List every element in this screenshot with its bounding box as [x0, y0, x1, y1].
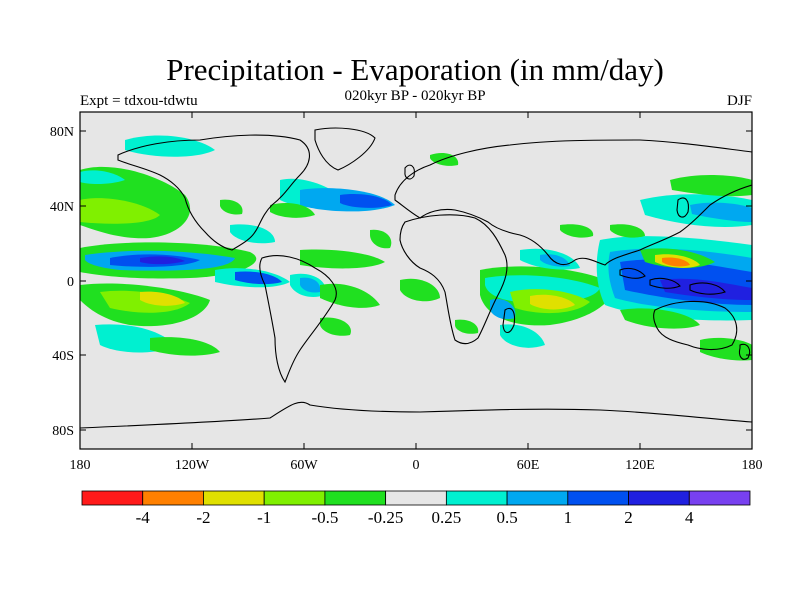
field-patch: [662, 257, 690, 267]
field-patch: [690, 202, 752, 222]
colorbar-swatch: [203, 490, 265, 506]
colorbar-label: -4: [136, 508, 151, 527]
colorbar-label: 0.5: [496, 508, 517, 527]
coastline-africa: [399, 214, 508, 345]
field-patch: [530, 294, 575, 310]
field-patch: [320, 317, 351, 336]
colorbar-swatch: [324, 490, 387, 506]
field-patch: [270, 203, 315, 218]
field-patch: [700, 337, 752, 361]
field-patch: [320, 283, 380, 308]
colorbar-label: -0.25: [368, 508, 403, 527]
field-patch: [660, 278, 752, 300]
lat-tick-label: 40S: [52, 349, 74, 364]
lon-tick-label: 180: [70, 458, 91, 473]
field-patch: [140, 256, 185, 265]
coastline-japan: [676, 197, 689, 218]
lat-tick-label: 0: [67, 275, 74, 290]
colorbar-label: 4: [685, 508, 694, 527]
field-patch: [670, 175, 752, 197]
colorbar-swatch: [385, 490, 447, 506]
lat-tick-label: 40N: [50, 200, 74, 215]
colorbar-label: -0.5: [311, 508, 338, 527]
field-patch: [540, 254, 570, 267]
colorbar-swatch: [263, 490, 326, 506]
colorbar-swatch: [445, 490, 508, 506]
colorbar-label: -1: [257, 508, 271, 527]
colorbar-swatch: [688, 490, 751, 506]
field-patch: [220, 199, 243, 215]
coastline-eurasia: [394, 139, 752, 266]
map-title: Precipitation - Evaporation (in mm/day): [166, 52, 664, 87]
coastlines: [80, 127, 752, 429]
field-layer: [80, 135, 752, 361]
field-patch: [620, 308, 700, 329]
field-patch: [235, 271, 282, 285]
colorbar-swatch: [81, 490, 144, 506]
field-patch: [610, 224, 645, 238]
lon-tick-label: 60W: [290, 458, 318, 473]
colorbar-label: 2: [624, 508, 633, 527]
coastline-south-america: [259, 255, 337, 384]
coastline-north-america: [117, 134, 310, 251]
field-patch: [150, 337, 220, 356]
lon-tick-label: 60E: [517, 458, 540, 473]
lat-tick-label: 80S: [52, 424, 74, 439]
field-patch: [80, 198, 160, 224]
field-patch: [230, 224, 275, 244]
coastline-greenland: [314, 127, 376, 171]
colorbar: -4 -2 -1 -0.5 -0.25 0.25 0.5 1 2 4: [81, 490, 751, 527]
field-patch: [455, 319, 479, 334]
colorbar-swatch: [628, 490, 690, 506]
coastline-islands: [689, 282, 726, 295]
field-patch: [80, 170, 125, 185]
field-patch: [370, 229, 392, 249]
experiment-label: Expt = tdxou-tdwtu: [80, 93, 198, 109]
colorbar-swatch: [142, 490, 204, 506]
latitude-axis: 80N 40N 0 40S 80S: [50, 125, 752, 439]
colorbar-swatch: [506, 490, 569, 506]
field-patch: [400, 278, 440, 302]
field-patch: [300, 277, 321, 293]
colorbar-label: 0.25: [431, 508, 461, 527]
lon-tick-label: 120W: [175, 458, 210, 473]
lon-tick-label: 120E: [625, 458, 655, 473]
coastline-antarctica: [80, 401, 752, 429]
colorbar-label: 1: [564, 508, 573, 527]
longitude-axis: 180 120W 60W 0 60E 120E 180: [70, 112, 763, 473]
map-subtitle: 020kyr BP - 020kyr BP: [344, 88, 486, 104]
coastline-islands: [619, 267, 646, 279]
lat-tick-label: 80N: [50, 125, 74, 140]
coastline-islands: [649, 277, 681, 289]
coastline-british-isles: [404, 164, 415, 180]
coastline-new-zealand: [738, 343, 751, 360]
field-patch: [140, 291, 185, 306]
colorbar-label: -2: [196, 508, 210, 527]
coastline-madagascar: [502, 307, 516, 334]
lon-tick-label: 0: [413, 458, 420, 473]
field-patch: [560, 224, 594, 238]
coastline-australia: [653, 300, 738, 351]
colorbar-swatch: [567, 490, 629, 506]
field-patch: [340, 194, 392, 208]
field-patch: [125, 135, 215, 157]
season-label: DJF: [726, 93, 752, 109]
field-patch: [490, 299, 516, 320]
lon-tick-label: 180: [742, 458, 763, 473]
field-patch: [300, 249, 385, 269]
